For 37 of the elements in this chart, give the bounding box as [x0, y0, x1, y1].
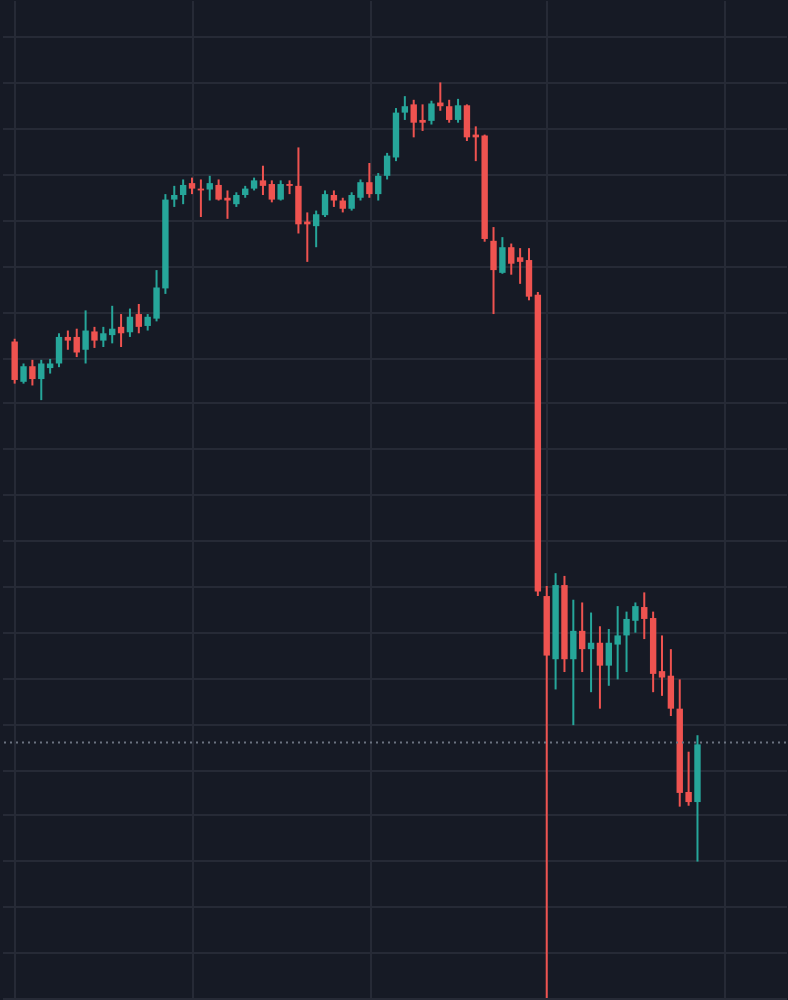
candlestick: [29, 358, 36, 387]
candlestick: [579, 601, 586, 674]
candlestick: [454, 97, 462, 124]
candlestick: [171, 184, 178, 208]
candlestick: [268, 179, 276, 204]
candlestick: [375, 172, 382, 202]
candlestick: [570, 598, 577, 727]
candlestick: [64, 329, 72, 351]
candlestick: [91, 325, 98, 349]
candlestick: [445, 98, 453, 124]
candlestick: [463, 103, 471, 142]
candlestick: [321, 189, 329, 218]
candlestick: [206, 174, 213, 202]
candlestick: [259, 164, 267, 197]
candlestick: [179, 178, 187, 206]
candlestick: [667, 648, 675, 717]
candlestick: [490, 226, 497, 316]
candlestick: [73, 327, 80, 359]
candlestick: [82, 309, 89, 365]
candlestick: [20, 362, 27, 385]
candlestick: [428, 99, 435, 126]
candlestick: [277, 179, 284, 202]
candlestick: [499, 236, 506, 275]
candlestick: [437, 81, 444, 112]
candlestick: [401, 95, 409, 121]
candlestick: [614, 605, 621, 681]
candlestick: [366, 161, 373, 199]
candlestick: [38, 358, 45, 402]
candlestick: [55, 332, 63, 369]
candlestick: [419, 103, 426, 132]
candlestick: [126, 307, 134, 338]
candlestick: [135, 302, 143, 335]
candlestick: [596, 625, 604, 710]
candlestick: [295, 146, 302, 235]
candlestick: [508, 242, 515, 276]
candlestick: [100, 325, 107, 349]
candlestick: [11, 337, 18, 385]
